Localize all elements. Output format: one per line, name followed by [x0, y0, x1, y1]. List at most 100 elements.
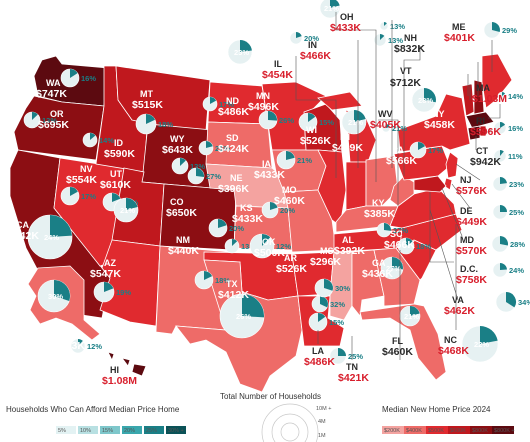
state-OR[interactable]: [13, 95, 105, 161]
legend-swatch-25: [144, 426, 164, 434]
pie-slice-SD: [206, 141, 213, 148]
pie-slice-NY: [424, 88, 436, 103]
legend-households: Total Number of Households 10M + 4M 1M: [220, 392, 331, 442]
label-abbr-FL: FL: [392, 336, 403, 346]
label-price-TN: $421K: [338, 372, 369, 384]
pie-pct-FL: 21%: [404, 312, 419, 321]
pie-pct-KY: 27%: [393, 226, 408, 235]
state-MA[interactable]: [465, 111, 495, 129]
legend-price-swatch-500: [426, 426, 448, 434]
pie-slice-WY: [180, 158, 186, 166]
label-price-TX: $412K: [218, 289, 249, 301]
pie-slice-NJ: [500, 177, 507, 184]
pie-pct-ND: 17%: [219, 100, 234, 109]
label-price-OH: $433K: [330, 22, 361, 34]
pie-pct-KS: 20%: [229, 224, 244, 233]
legend-tick-15: 15%: [102, 428, 113, 434]
label-price-NH: $832K: [394, 43, 425, 55]
pie-slice-WI: [308, 113, 316, 122]
pie-pct-TN: 25%: [348, 352, 363, 361]
label-price-WI: $526K: [300, 135, 331, 147]
legend-tick-10: 10%: [80, 428, 91, 434]
pie-slice-DC.: [500, 263, 507, 270]
pie-pct-DC.: 24%: [509, 266, 524, 275]
state-ME[interactable]: [481, 53, 513, 109]
label-abbr-TN: TN: [346, 362, 358, 372]
pie-pct-MN: 26%: [279, 116, 294, 125]
label-abbr-CO: CO: [170, 197, 184, 207]
pie-slice-MA: [502, 92, 506, 96]
label-price-MD: $570K: [456, 245, 487, 257]
label-abbr-IA: IA: [262, 159, 272, 169]
label-price-IA: $433K: [254, 169, 285, 181]
pie-slice-ME: [492, 22, 501, 32]
pie-pct-PA: 17%: [428, 146, 443, 155]
label-price-AR: $526K: [276, 263, 307, 275]
label-abbr-TX: TX: [226, 279, 238, 289]
label-abbr-VA: VA: [452, 295, 464, 305]
label-price-CT: $942K: [470, 156, 501, 168]
pie-pct-CT: 11%: [508, 152, 523, 161]
label-price-AZ: $547K: [90, 268, 121, 280]
pie-slice-KS: [218, 219, 227, 228]
pie-pct-ME: 29%: [502, 26, 517, 35]
pie-slice-OK: [232, 239, 238, 246]
pie-slice-AR: [262, 234, 271, 246]
label-price-CA: $642K: [8, 230, 39, 242]
pie-pct-NE: 27%: [206, 172, 221, 181]
pie-slice-VT: [380, 34, 385, 40]
label-price-NJ: $576K: [456, 185, 487, 197]
label-abbr-NM: NM: [176, 235, 190, 245]
state-RI[interactable]: [479, 125, 487, 137]
pie-slice-MN: [268, 111, 277, 121]
state-labels: WA $747K OR $695K CA $642K NV $554K ID $…: [8, 12, 507, 387]
pie-pct-CA: 24%: [44, 233, 59, 242]
state-FL[interactable]: [359, 303, 447, 381]
label-abbr-IL: IL: [274, 59, 283, 69]
label-price-OR: $695K: [38, 119, 69, 131]
pie-slice-CT: [500, 150, 504, 156]
label-price-SC: $466K: [384, 239, 415, 251]
label-abbr-UT: UT: [110, 169, 122, 179]
state-CT[interactable]: [467, 125, 481, 141]
label-abbr-MO: MO: [282, 185, 297, 195]
pie-pct-NM: 18%: [215, 276, 230, 285]
state-NJ[interactable]: [445, 151, 459, 179]
pie-pct-DE: 25%: [509, 208, 524, 217]
pie-pct-IA: 21%: [297, 156, 312, 165]
pie-slice-HI: [78, 339, 83, 346]
legend-affordability: Households Who Can Afford Median Price H…: [6, 405, 186, 434]
leader-lines: [295, 12, 501, 360]
legend-swatch-20: [122, 426, 142, 434]
affordability-pies: 16%13%24%17%14%18%13%19%21%19%18%17%21%2…: [23, 0, 530, 365]
label-abbr-AK: AK: [62, 330, 75, 340]
label-abbr-MD: MD: [460, 235, 474, 245]
label-abbr-AR: AR: [284, 253, 297, 263]
label-abbr-OH: OH: [340, 12, 354, 22]
label-price-ME: $401K: [444, 32, 475, 44]
label-price-UT: $610K: [100, 179, 131, 191]
pie-pct-RI: 16%: [508, 124, 523, 133]
state-MD[interactable]: [413, 175, 447, 193]
state-IN[interactable]: [345, 161, 367, 211]
label-abbr-AZ: AZ: [104, 258, 116, 268]
label-price-VT: $712K: [390, 77, 421, 89]
label-price-SD: $424K: [218, 143, 249, 155]
pie-pct-WI: 15%: [319, 118, 334, 127]
state-HI[interactable]: [107, 351, 147, 377]
label-abbr-KY: KY: [372, 198, 385, 208]
pie-slice-ND: [210, 97, 217, 104]
state-DE[interactable]: [443, 177, 453, 191]
legend-price-tick-800plus: $800K +: [494, 428, 515, 434]
label-price-RI: $596K: [470, 126, 501, 138]
pie-pct-NV: 17%: [81, 192, 96, 201]
state-OH[interactable]: [365, 155, 399, 207]
pie-pct-AR: 12%: [276, 242, 291, 251]
legend-tick-5: 5%: [58, 428, 66, 434]
pie-pct-OK: 13%: [241, 242, 256, 251]
legend-households-10m: 10M +: [316, 406, 331, 412]
legend-circle-10m: [261, 403, 319, 442]
legend-price-swatch-200: [382, 426, 404, 434]
legend-price-title: Median New Home Price 2024: [382, 405, 491, 414]
pie-pct-CO: 21%: [120, 206, 135, 215]
